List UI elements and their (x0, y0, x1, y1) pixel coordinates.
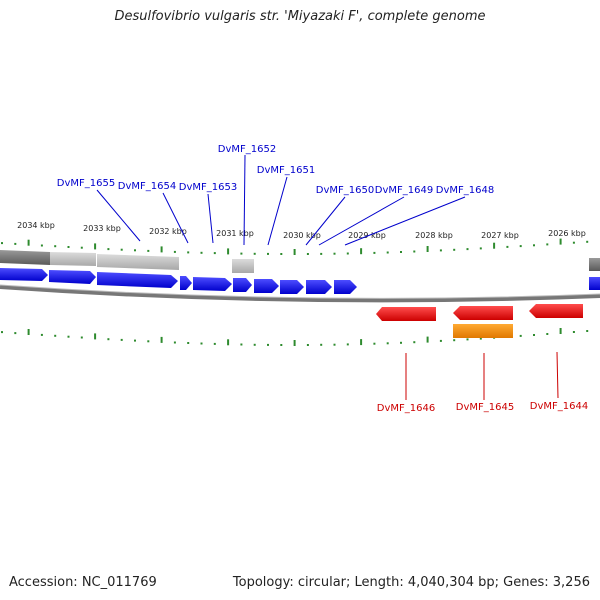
kbp-label: 2034 kbp (17, 221, 55, 230)
forward-genes (0, 268, 600, 294)
gene-arrow-forward (193, 277, 232, 291)
gene-label: DvMF_1645 (456, 402, 514, 413)
gene-arrow-forward (180, 276, 192, 290)
kbp-label: 2027 kbp (481, 231, 519, 240)
gene-arrow-forward (334, 280, 357, 294)
gene-arrow-forward (97, 272, 178, 288)
kbp-label: 2031 kbp (216, 229, 254, 238)
reverse-leader-lines (405, 351, 559, 400)
gene-arrow-reverse (529, 304, 583, 318)
reverse-genes (376, 304, 583, 338)
genome-title: Desulfovibrio vulgaris str. 'Miyazaki F'… (114, 9, 486, 24)
gene-arrow-forward (254, 279, 279, 293)
gene-arrow-reverse (376, 307, 436, 321)
gene-arrow-forward (233, 278, 252, 292)
forward-gene-labels: DvMF_1655 DvMF_1654 DvMF_1653 DvMF_1652 … (57, 144, 494, 196)
gene-label: DvMF_1653 (179, 182, 237, 193)
topology-text: Topology: circular; Length: 4,040,304 bp… (232, 575, 590, 590)
kbp-label: 2030 kbp (283, 231, 321, 240)
gene-arrow-forward (0, 268, 48, 281)
tick-row-upper (1, 238, 589, 255)
feature-band-upper (0, 250, 600, 273)
kbp-label: 2026 kbp (548, 229, 586, 238)
gene-label: DvMF_1649 (375, 185, 433, 196)
gene-label: DvMF_1654 (118, 181, 176, 192)
gene-arrow-forward (280, 280, 304, 294)
gene-label: DvMF_1644 (530, 401, 588, 412)
gene-label: DvMF_1646 (377, 403, 435, 414)
kbp-label: 2033 kbp (83, 224, 121, 233)
gene-arrow-forward (306, 280, 332, 294)
gene-label: DvMF_1655 (57, 178, 115, 189)
kbp-label: 2032 kbp (149, 227, 187, 236)
gene-arrow-forward (589, 277, 600, 290)
genome-backbone (0, 285, 600, 303)
gene-label: DvMF_1650 (316, 185, 374, 196)
gene-arrow-forward (49, 270, 96, 284)
forward-leader-lines (96, 154, 466, 246)
kbp-label: 2029 kbp (348, 231, 386, 240)
gene-arrow-reverse (453, 306, 513, 320)
kbp-label: 2028 kbp (415, 231, 453, 240)
reverse-gene-labels: DvMF_1646 DvMF_1645 DvMF_1644 (377, 401, 588, 414)
gene-label: DvMF_1652 (218, 144, 276, 155)
accession-text: Accession: NC_011769 (9, 575, 157, 590)
tick-row-lower (1, 328, 589, 346)
kbp-labels: 2034 kbp 2033 kbp 2032 kbp 2031 kbp 2030… (17, 221, 586, 240)
gene-label: DvMF_1648 (436, 185, 494, 196)
gene-label: DvMF_1651 (257, 165, 315, 176)
gene-block-orange (453, 324, 513, 338)
